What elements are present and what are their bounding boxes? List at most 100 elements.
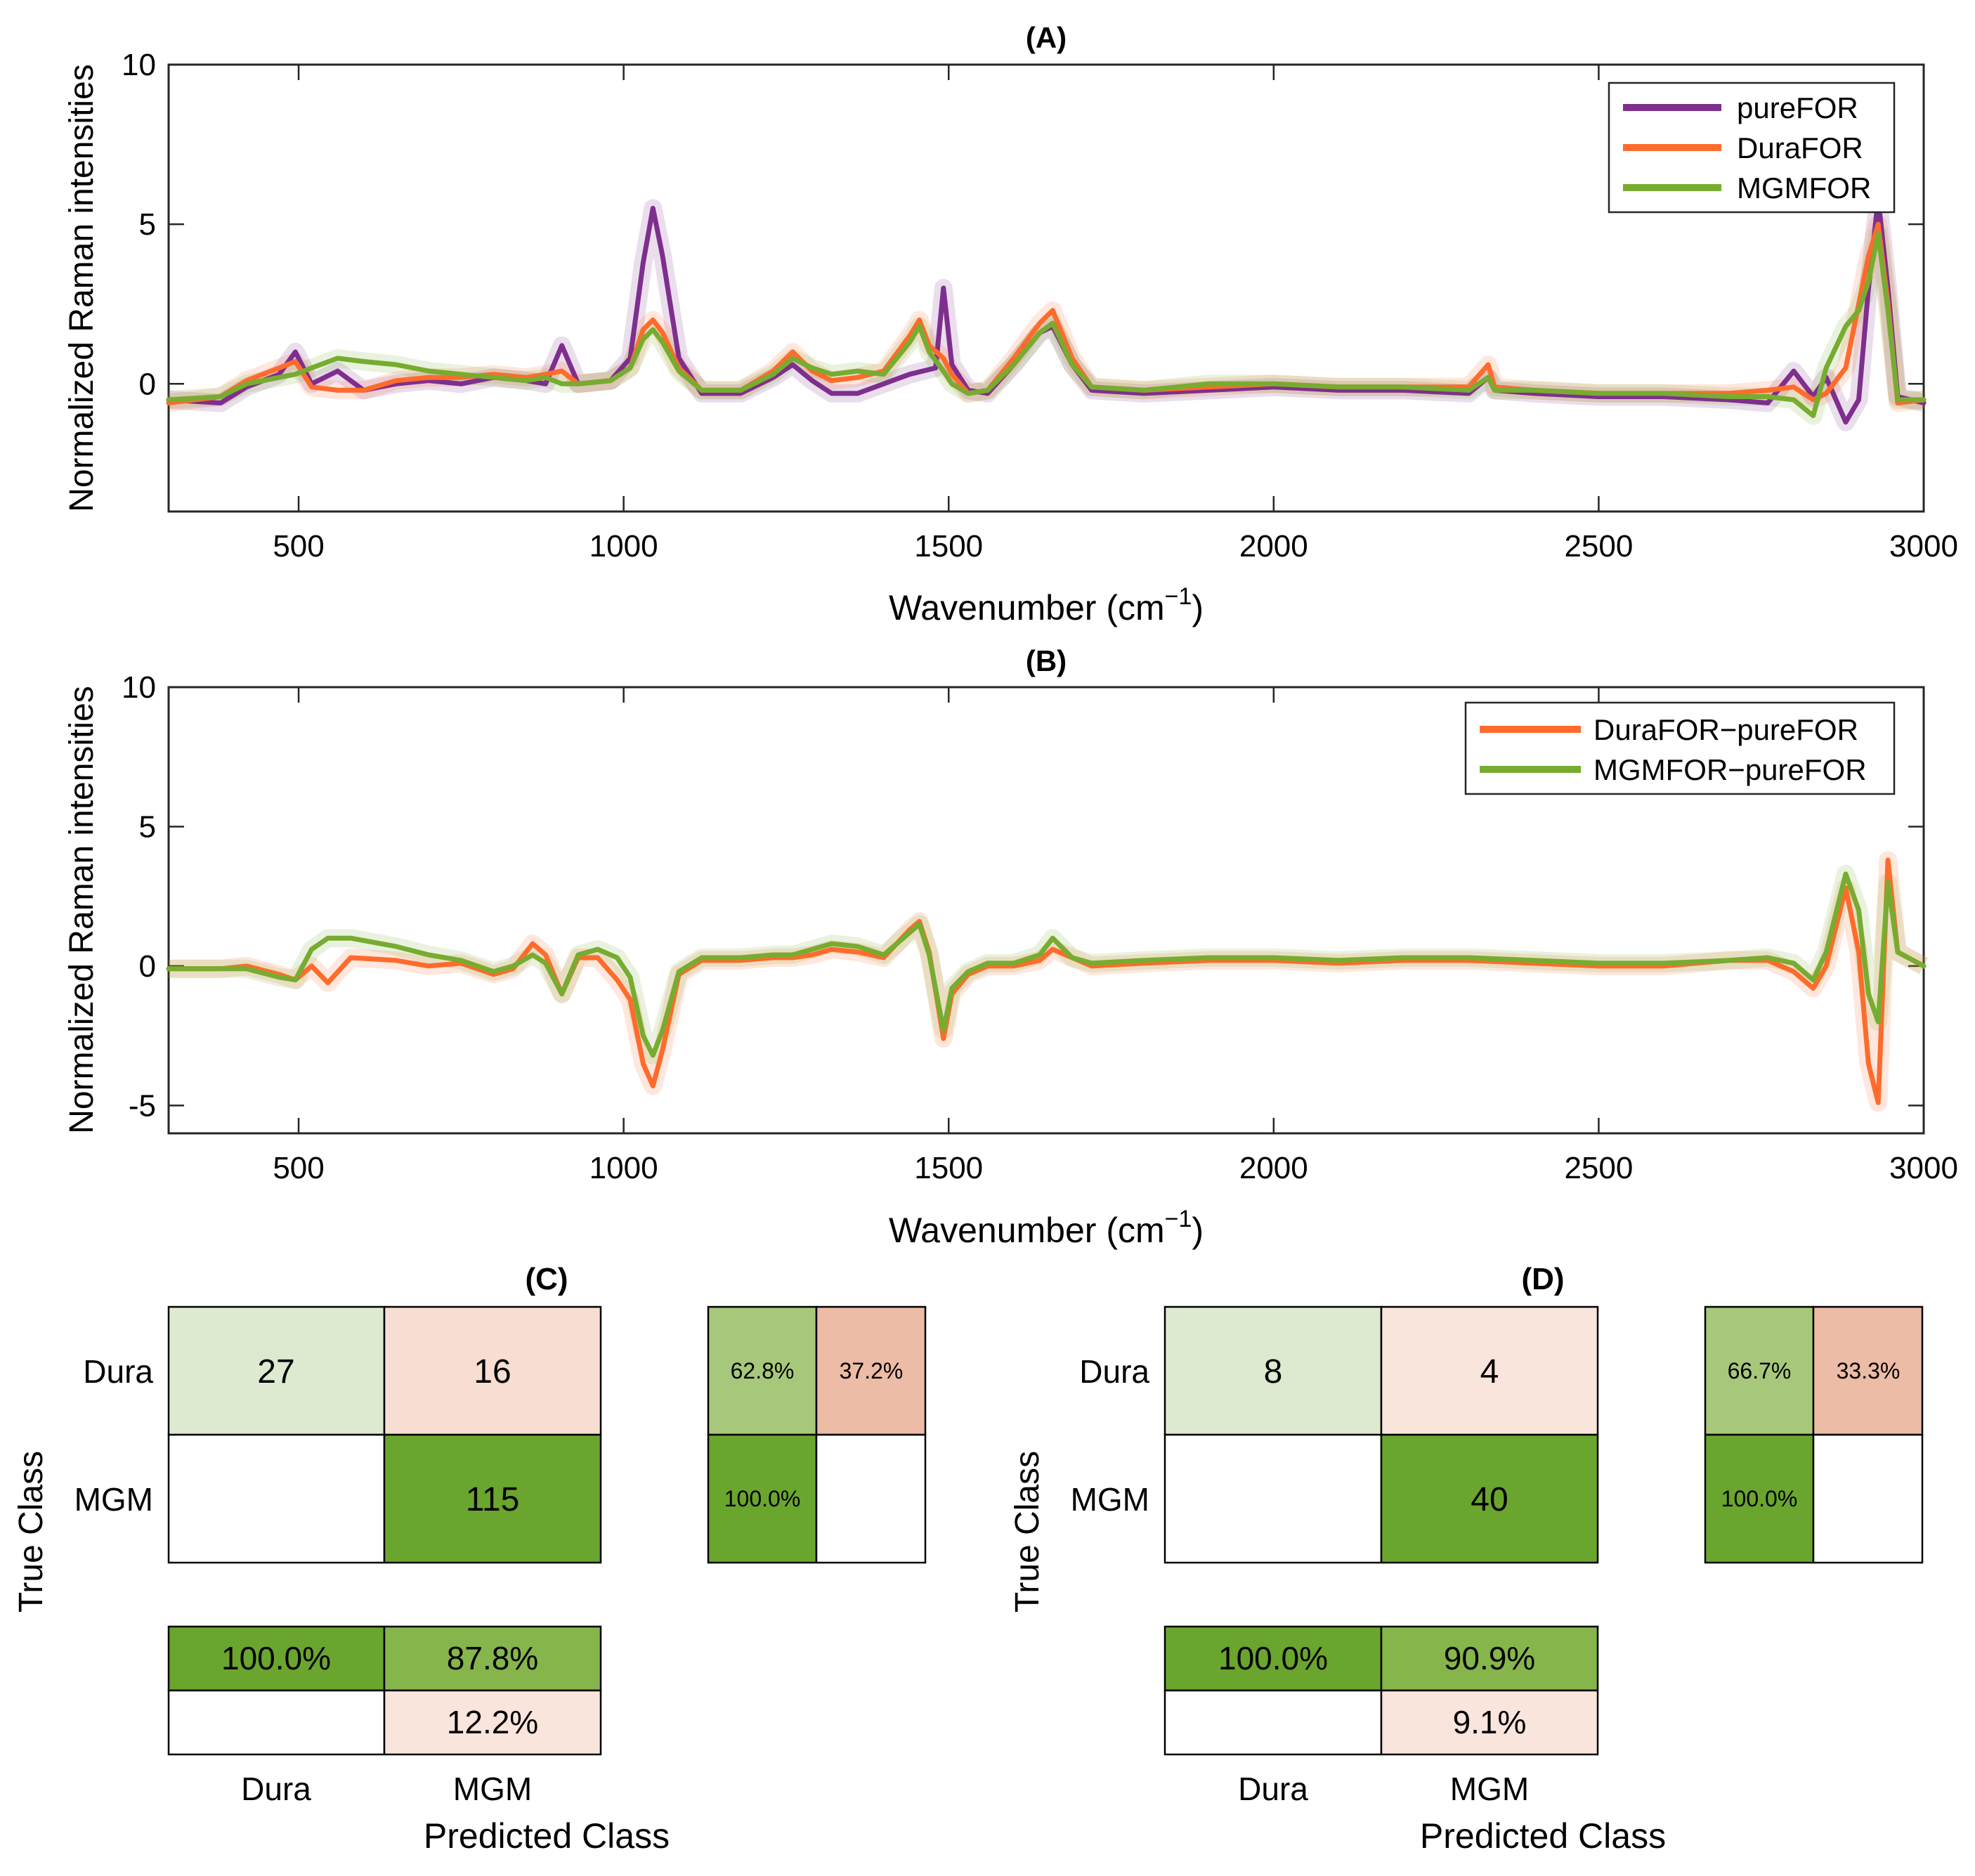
- panel-d-row-label-dura: Dura: [1079, 1353, 1149, 1390]
- panel-a-xtick-label: 500: [273, 529, 324, 564]
- panel-c-value-dura-dura: 27: [257, 1353, 294, 1390]
- panel-c-col-summary-value-mgm-error: 12.2%: [447, 1704, 538, 1740]
- panel-c-row-summary-value-mgm-correct: 100.0%: [724, 1486, 801, 1511]
- panel-d-row-summary-dura-error: [1812, 1305, 1924, 1436]
- panel-c: (C) True Class Dura MGM 27 16 115 62.8% …: [13, 1262, 927, 1856]
- panel-c-row-label-mgm: MGM: [74, 1481, 153, 1518]
- axes-b-ticks: 500 1000 1500 2000 2500 3000 -5 0 5 10: [122, 670, 1958, 1185]
- axes-a-lines: [166, 189, 1927, 431]
- panel-d-col-summary-dura-error: [1164, 1689, 1383, 1756]
- panel-d-row-summary-value-mgm-correct: 100.0%: [1721, 1486, 1798, 1511]
- panel-a: 500 1000 1500 2000 2500 3000 0 5 10 (A) Wavenumb…: [63, 21, 1958, 627]
- panel-b-xtick-label: 500: [273, 1151, 324, 1185]
- legend-label-purefor: pureFOR: [1737, 91, 1858, 124]
- panel-b-xlabel: Wavenumber (cm−1): [889, 1206, 1204, 1250]
- panel-b-ytick-label: -5: [129, 1088, 156, 1123]
- panel-a-xtick-label: 1000: [589, 529, 658, 564]
- panel-c-cell-dura-mgm: [383, 1305, 602, 1436]
- panel-b-ytick-label: 5: [139, 809, 156, 844]
- panel-c-cell-mgm-dura: [167, 1433, 386, 1564]
- panel-d-row-summary: 66.7% 33.3% 100.0%: [1704, 1305, 1924, 1564]
- panel-d-column-summary: 100.0% 90.9% 9.1%: [1164, 1625, 1599, 1756]
- panel-a-series-line-2: [166, 231, 1927, 419]
- panel-c-xlabel: Predicted Class: [424, 1816, 670, 1856]
- panel-c-col-summary-value-dura-correct: 100.0%: [221, 1640, 331, 1676]
- panel-c-col-summary-dura-error: [167, 1689, 386, 1756]
- panel-d-confusion-matrix: 8 4 40: [1164, 1305, 1599, 1564]
- panel-a-ytick-label: 10: [122, 48, 156, 82]
- panel-b-xtick-label: 2500: [1564, 1151, 1633, 1185]
- panel-b-xtick-label: 2000: [1239, 1151, 1308, 1185]
- panel-c-row-summary-mgm-correct: [707, 1433, 818, 1564]
- panel-d-cell-mgm-dura: [1164, 1433, 1383, 1564]
- panel-c-title: (C): [525, 1262, 568, 1296]
- panel-d: (D) True Class Dura MGM 8 4 40 66.7% 33.…: [1009, 1262, 1924, 1856]
- panel-c-ylabel: True Class: [13, 1451, 50, 1613]
- panel-d-cell-mgm-mgm: [1380, 1433, 1599, 1564]
- axes-a-ticks: 500 1000 1500 2000 2500 3000 0 5 10: [122, 48, 1958, 564]
- panel-c-col-summary-dura-correct: [167, 1625, 386, 1692]
- panel-b-xtick-label: 1500: [914, 1151, 983, 1185]
- panel-d-row-label-mgm: MGM: [1071, 1481, 1149, 1518]
- panel-d-col-summary-mgm-correct: [1380, 1625, 1599, 1692]
- panel-d-col-summary-mgm-error: [1380, 1689, 1599, 1756]
- panel-d-col-summary-value-mgm-error: 9.1%: [1453, 1704, 1527, 1740]
- panel-d-col-summary-value-mgm-correct: 90.9%: [1444, 1640, 1535, 1676]
- panel-a-xtick-label: 1500: [914, 529, 983, 564]
- panel-c-row-summary-mgm-error: [815, 1433, 927, 1564]
- panel-c-col-summary-value-mgm-correct: 87.8%: [447, 1640, 538, 1676]
- panel-b-title: (B): [1026, 644, 1067, 677]
- panel-b-legend: DuraFOR−pureFOR MGMFOR−pureFOR: [1464, 701, 1896, 795]
- panel-b-ylabel: Normalized Raman intensities: [63, 686, 100, 1134]
- panel-c-col-summary-mgm-error: [383, 1689, 602, 1756]
- panel-d-row-summary-value-dura-error: 33.3%: [1837, 1358, 1901, 1383]
- panel-a-xtick-label: 2000: [1239, 529, 1308, 564]
- legend-label-durafor-minus-purefor: DuraFOR−pureFOR: [1593, 713, 1858, 746]
- panel-a-ytick-label: 0: [139, 367, 156, 401]
- panel-d-row-summary-dura-correct: [1704, 1305, 1815, 1436]
- panel-c-column-summary: 100.0% 87.8% 12.2%: [167, 1625, 602, 1756]
- panel-d-col-label-mgm: MGM: [1450, 1771, 1529, 1807]
- panel-d-value-mgm-mgm: 40: [1471, 1481, 1508, 1518]
- panel-b-ytick-label: 0: [139, 949, 156, 984]
- panel-c-value-mgm-mgm: 115: [466, 1481, 520, 1518]
- panel-b-xtick-label: 3000: [1889, 1151, 1958, 1185]
- panel-b-legend-box: [1464, 701, 1896, 795]
- panel-c-col-summary-mgm-correct: [383, 1625, 602, 1692]
- panel-a-ytick-label: 5: [139, 207, 156, 242]
- panel-c-row-summary-dura-error: [815, 1305, 927, 1436]
- panel-a-xtick-label: 2500: [1564, 529, 1633, 564]
- panel-c-row-summary-value-dura-correct: 62.8%: [731, 1358, 795, 1383]
- panel-a-xlabel: Wavenumber (cm−1): [889, 583, 1204, 627]
- panel-d-xlabel: Predicted Class: [1420, 1816, 1666, 1856]
- panel-c-value-dura-mgm: 16: [474, 1353, 511, 1390]
- panel-d-col-summary-value-dura-correct: 100.0%: [1218, 1640, 1328, 1676]
- legend-label-mgmfor: MGMFOR: [1737, 171, 1871, 204]
- legend-label-mgmfor-minus-purefor: MGMFOR−pureFOR: [1593, 753, 1867, 786]
- panel-a-title: (A): [1026, 21, 1067, 54]
- panel-d-title: (D): [1521, 1262, 1564, 1296]
- panel-a-ylabel: Normalized Raman intensities: [63, 64, 100, 512]
- panel-d-cell-dura-dura: [1164, 1305, 1383, 1436]
- panel-c-row-summary-value-dura-error: 37.2%: [840, 1358, 904, 1383]
- panel-d-value-dura-mgm: 4: [1480, 1353, 1499, 1390]
- panel-d-col-label-dura: Dura: [1238, 1771, 1308, 1807]
- panel-d-row-summary-mgm-correct: [1704, 1433, 1815, 1564]
- panel-b-series-line-1: [166, 871, 1927, 1058]
- panel-d-row-summary-mgm-error: [1812, 1433, 1924, 1564]
- panel-d-ylabel: True Class: [1009, 1451, 1046, 1613]
- panel-b: 500 1000 1500 2000 2500 3000 -5 0 5 10 (B) Wavenu…: [63, 644, 1958, 1250]
- panel-d-value-dura-dura: 8: [1264, 1353, 1283, 1390]
- panel-b-xtick-label: 1000: [589, 1151, 658, 1185]
- panel-c-row-label-dura: Dura: [83, 1353, 153, 1390]
- legend-label-durafor: DuraFOR: [1737, 131, 1863, 164]
- panel-c-row-summary: 62.8% 37.2% 100.0%: [707, 1305, 927, 1564]
- panel-d-cell-dura-mgm: [1380, 1305, 1599, 1436]
- panel-c-cell-mgm-mgm: [383, 1433, 602, 1564]
- panel-c-col-label-dura: Dura: [241, 1771, 311, 1807]
- axes-b-lines: [166, 851, 1929, 1112]
- panel-a-xtick-label: 3000: [1889, 529, 1958, 564]
- panel-d-row-summary-value-dura-correct: 66.7%: [1728, 1358, 1792, 1383]
- panel-c-col-label-mgm: MGM: [453, 1771, 532, 1807]
